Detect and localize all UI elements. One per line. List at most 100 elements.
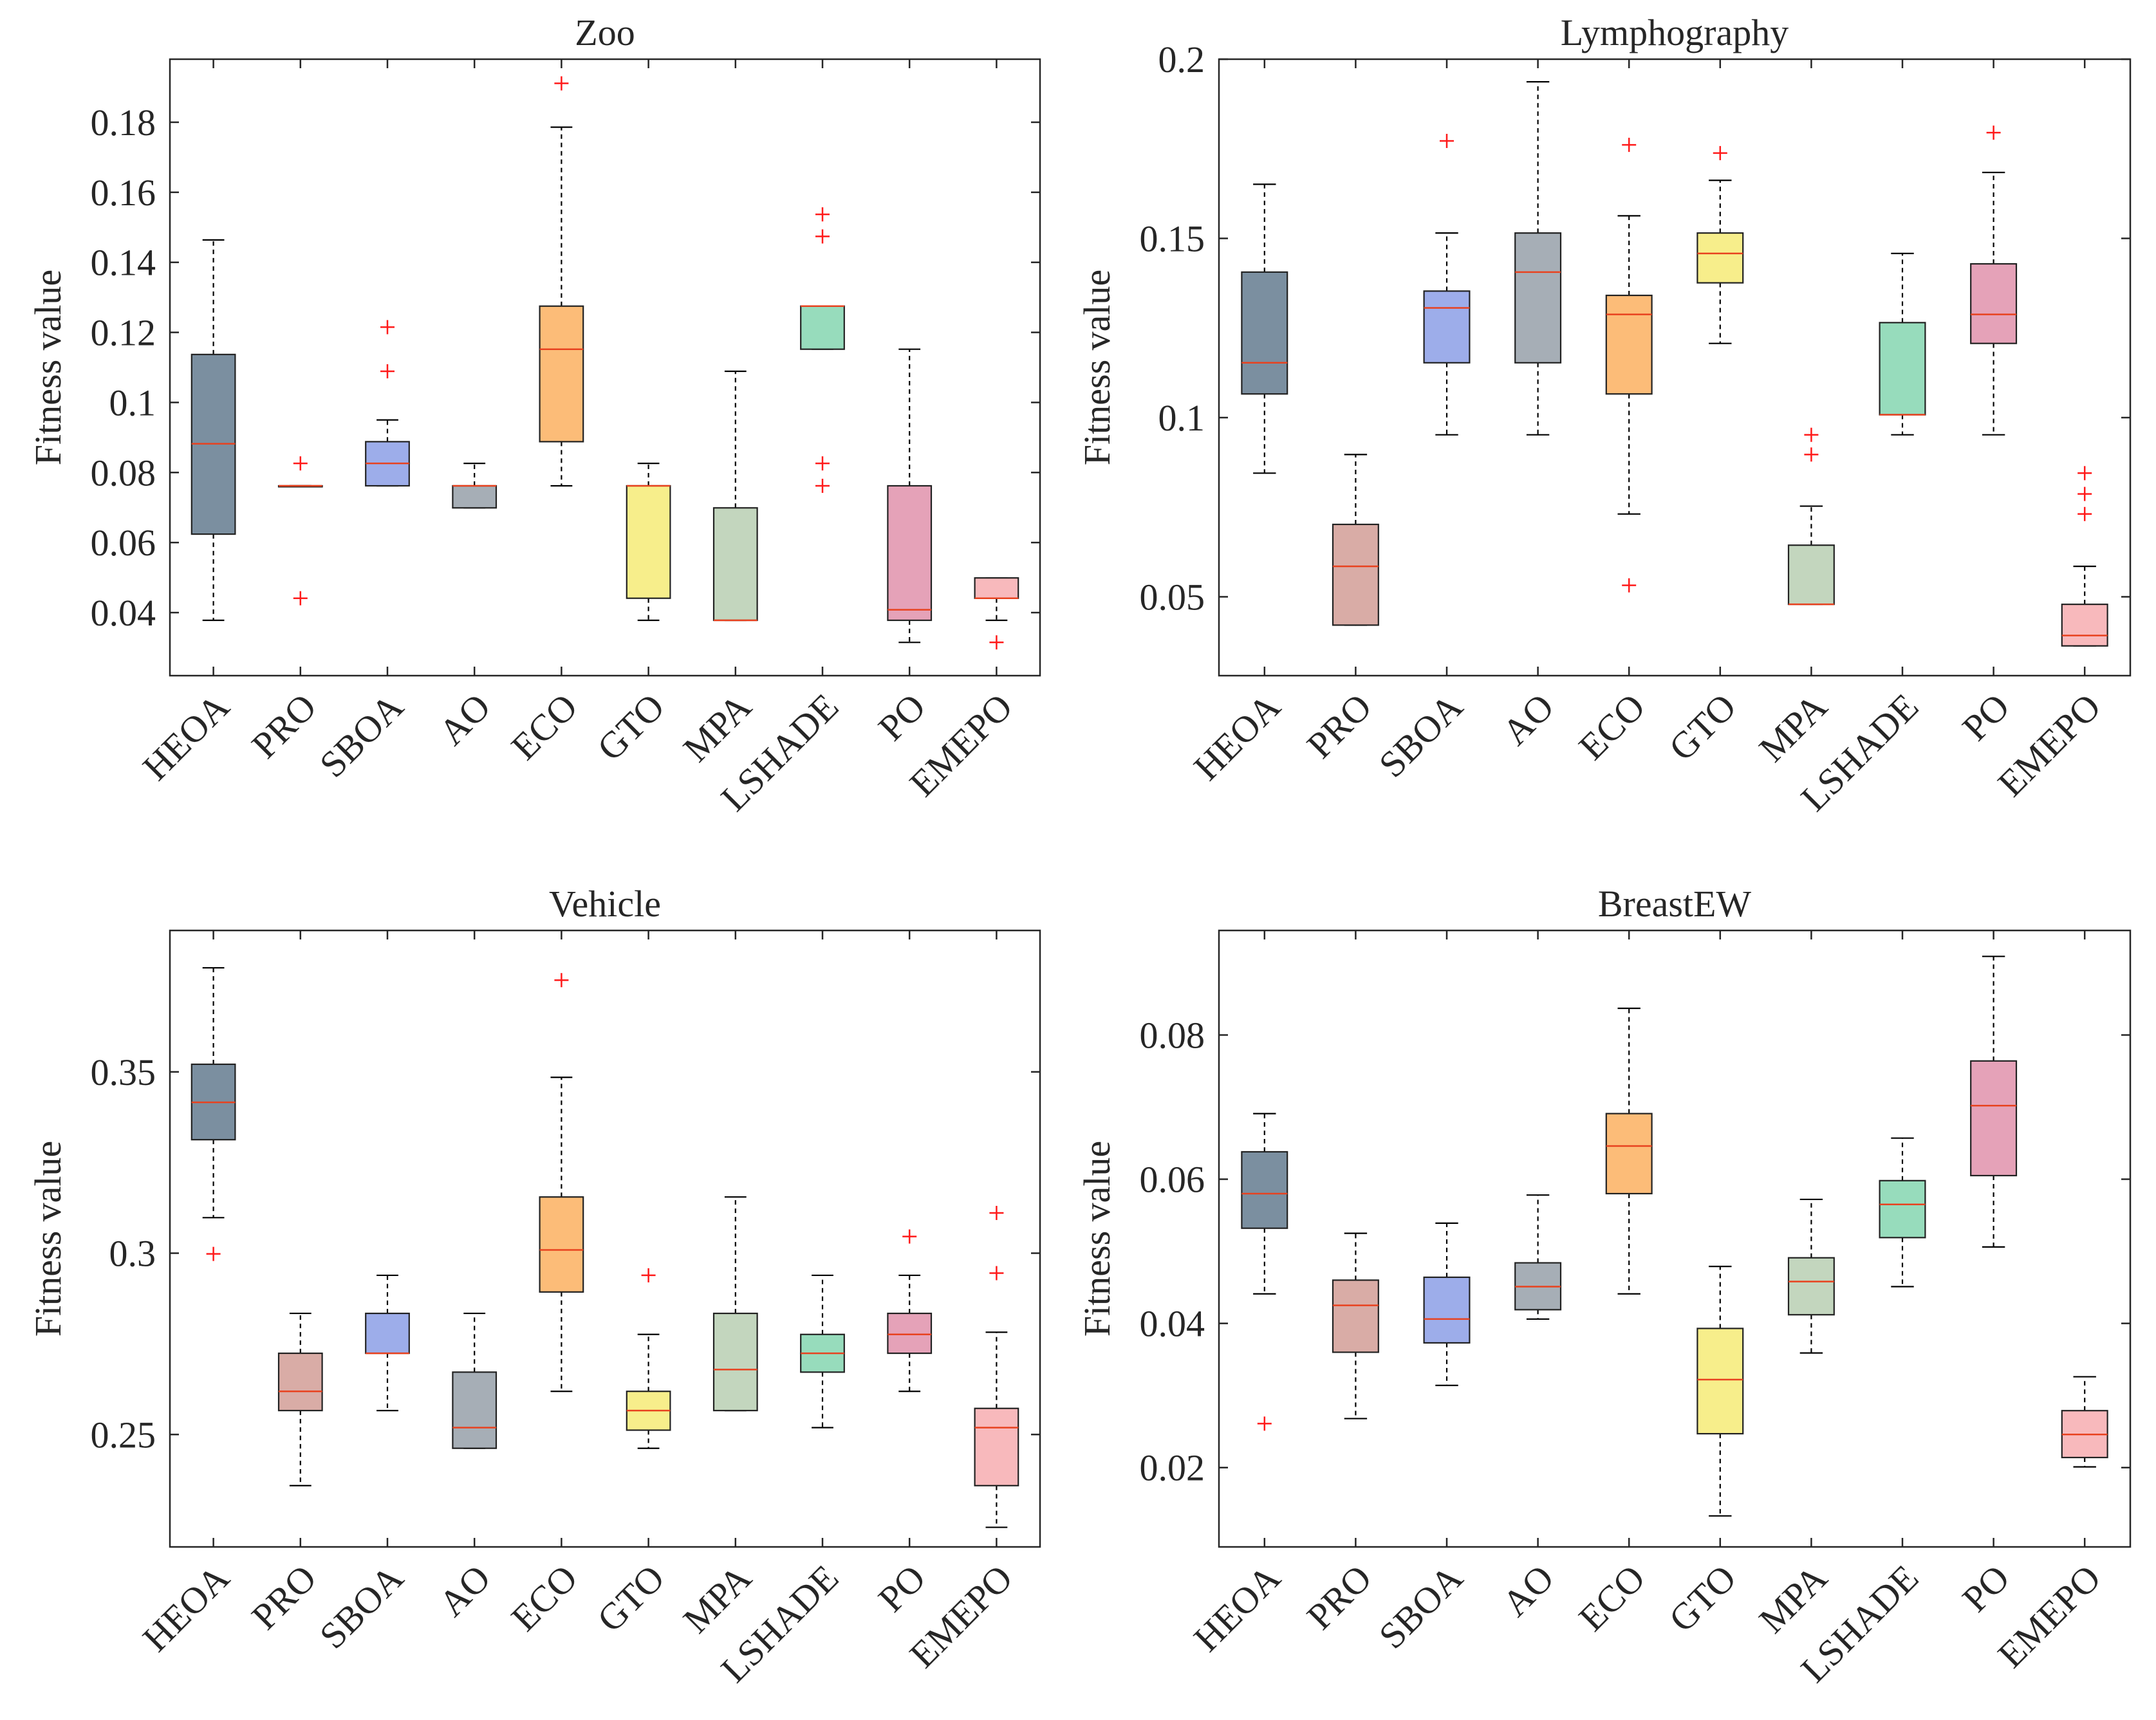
box-ao bbox=[452, 463, 497, 509]
panel-title: Vehicle bbox=[549, 883, 661, 925]
axes-frame bbox=[1218, 929, 2132, 1548]
box-body bbox=[887, 1312, 933, 1355]
y-tick-label: 0.06 bbox=[1140, 1159, 1205, 1201]
box-mpa bbox=[712, 370, 758, 622]
outlier-marker bbox=[380, 364, 395, 378]
y-tick-label: 0.3 bbox=[109, 1233, 156, 1275]
outlier-marker bbox=[2077, 486, 2092, 501]
outlier-marker bbox=[989, 635, 1004, 650]
box-heoa bbox=[1241, 1113, 1288, 1431]
box-body bbox=[1605, 1113, 1653, 1195]
outlier-marker bbox=[1622, 578, 1637, 593]
box-body bbox=[1970, 263, 2018, 344]
outlier-marker bbox=[1257, 1416, 1272, 1431]
box-ao bbox=[452, 1312, 497, 1449]
box-emepo bbox=[2061, 1376, 2108, 1468]
panel-title: Zoo bbox=[575, 12, 635, 53]
box-pro bbox=[277, 456, 323, 606]
box-body bbox=[1241, 271, 1288, 395]
box-heoa bbox=[191, 239, 236, 622]
box-lshade bbox=[1879, 252, 1926, 436]
box-body bbox=[2061, 604, 2108, 647]
box-mpa bbox=[1787, 427, 1835, 606]
outlier-marker bbox=[2077, 466, 2092, 481]
y-tick-label: 0.12 bbox=[91, 312, 156, 354]
axes-frame bbox=[169, 929, 1041, 1548]
y-tick-label: 0.18 bbox=[91, 102, 156, 143]
outlier-marker bbox=[293, 456, 308, 471]
box-body bbox=[277, 1352, 323, 1412]
y-tick-label: 0.35 bbox=[91, 1051, 156, 1093]
outlier-marker bbox=[902, 1229, 917, 1244]
box-body bbox=[1332, 523, 1379, 626]
box-emepo bbox=[974, 577, 1019, 650]
box-body bbox=[365, 1312, 410, 1355]
box-body bbox=[1787, 1257, 1835, 1316]
box-emepo bbox=[2061, 466, 2108, 647]
box-po bbox=[1970, 125, 2018, 436]
outlier-marker bbox=[815, 478, 830, 493]
box-body bbox=[539, 1196, 584, 1293]
box-sboa bbox=[1423, 1222, 1471, 1387]
box-body bbox=[1423, 1276, 1471, 1344]
y-tick-label: 0.15 bbox=[1140, 217, 1205, 259]
y-tick-label: 0.1 bbox=[1158, 397, 1205, 439]
box-body bbox=[452, 1371, 497, 1449]
y-tick-label: 0.05 bbox=[1140, 576, 1205, 618]
box-eco bbox=[539, 76, 584, 487]
box-body bbox=[974, 577, 1019, 599]
box-sboa bbox=[365, 320, 410, 487]
box-mpa bbox=[712, 1196, 758, 1412]
outlier-marker bbox=[815, 456, 830, 471]
box-pro bbox=[1332, 454, 1379, 626]
box-gto bbox=[626, 1268, 671, 1449]
y-tick-label: 0.14 bbox=[91, 242, 156, 284]
axes-frame bbox=[1218, 58, 2132, 677]
y-tick-label: 0.02 bbox=[1140, 1447, 1205, 1489]
outlier-marker bbox=[1440, 133, 1454, 148]
outlier-marker bbox=[1804, 447, 1819, 462]
y-tick-label: 0.2 bbox=[1158, 39, 1205, 80]
box-eco bbox=[1605, 138, 1653, 593]
y-tick-label: 0.08 bbox=[1140, 1014, 1205, 1056]
box-body bbox=[800, 305, 845, 350]
box-heoa bbox=[191, 966, 236, 1261]
box-body bbox=[1879, 1179, 1926, 1239]
box-sboa bbox=[1423, 133, 1471, 436]
box-sboa bbox=[365, 1274, 410, 1412]
box-body bbox=[1605, 294, 1653, 395]
box-eco bbox=[1605, 1007, 1653, 1295]
box-body bbox=[626, 485, 671, 599]
y-tick-label: 0.04 bbox=[91, 592, 156, 634]
box-body bbox=[712, 507, 758, 622]
y-tick-label: 0.04 bbox=[1140, 1303, 1205, 1345]
outlier-marker bbox=[206, 1246, 221, 1261]
box-body bbox=[1696, 232, 1744, 284]
box-lshade bbox=[800, 1274, 845, 1429]
outlier-marker bbox=[293, 591, 308, 606]
y-axis-label: Fitness value bbox=[27, 270, 69, 465]
y-tick-label: 0.08 bbox=[91, 452, 156, 494]
outlier-marker bbox=[815, 229, 830, 244]
box-body bbox=[1879, 322, 1926, 416]
outlier-marker bbox=[989, 1205, 1004, 1220]
outlier-marker bbox=[554, 973, 569, 988]
box-eco bbox=[539, 973, 584, 1392]
box-ao bbox=[1514, 1194, 1562, 1320]
box-body bbox=[1696, 1327, 1744, 1435]
box-body bbox=[1241, 1151, 1288, 1229]
box-body bbox=[974, 1407, 1019, 1486]
box-body bbox=[1514, 232, 1562, 364]
outlier-marker bbox=[989, 1266, 1004, 1281]
box-body bbox=[1332, 1279, 1379, 1353]
box-heoa bbox=[1241, 183, 1288, 474]
y-tick-label: 0.16 bbox=[91, 172, 156, 214]
box-lshade bbox=[1879, 1137, 1926, 1288]
box-body bbox=[452, 485, 497, 509]
y-tick-label: 0.1 bbox=[109, 382, 156, 423]
box-po bbox=[1970, 956, 2018, 1248]
axes-frame bbox=[169, 58, 1041, 677]
outlier-marker bbox=[554, 76, 569, 91]
outlier-marker bbox=[1713, 145, 1727, 160]
box-pro bbox=[277, 1312, 323, 1486]
